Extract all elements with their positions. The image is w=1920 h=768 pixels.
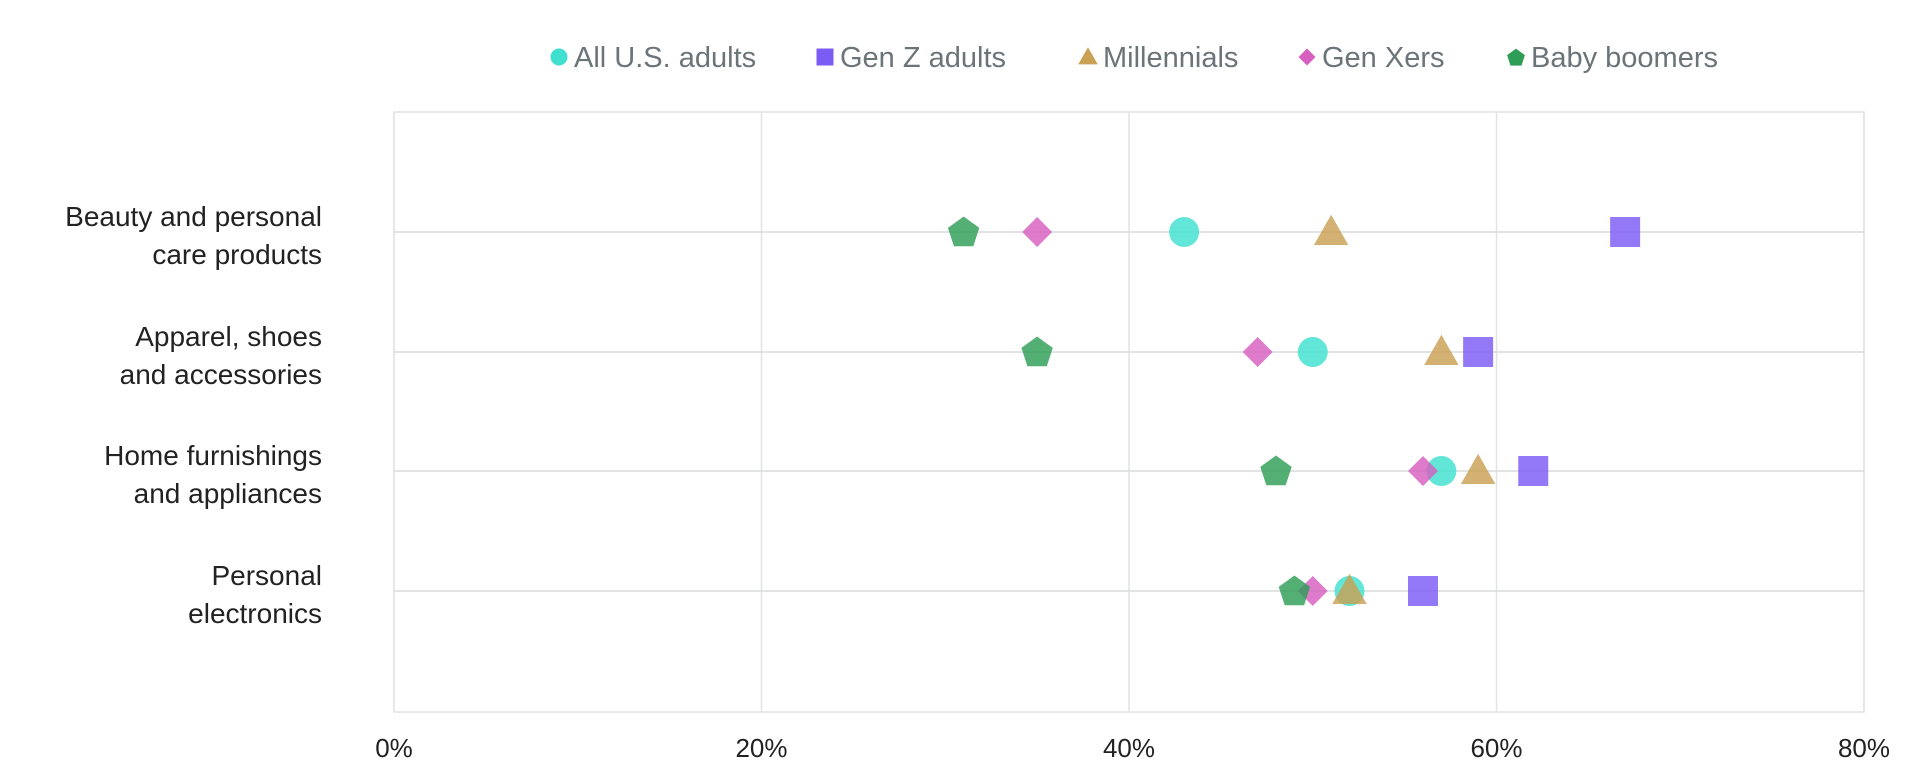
legend-marker xyxy=(816,48,834,66)
series-gen-xers xyxy=(1022,217,1438,606)
legend: All U.S. adults Gen Z adults Millennials Ge… xyxy=(550,42,1718,74)
legend-item: Millennials xyxy=(1078,42,1238,74)
x-tick-label: 60% xyxy=(1470,733,1522,763)
series-all-u-s-adults xyxy=(1169,217,1457,606)
category-label: Home furnishings xyxy=(104,440,322,471)
legend-item: Gen Xers xyxy=(1298,42,1445,74)
legend-marker xyxy=(1507,48,1525,66)
data-point xyxy=(1278,575,1311,606)
data-point xyxy=(1463,337,1494,367)
data-point xyxy=(1424,334,1459,365)
data-point xyxy=(1408,456,1438,486)
legend-item: Baby boomers xyxy=(1507,42,1718,74)
data-point xyxy=(1610,217,1641,247)
data-point xyxy=(1518,456,1549,486)
category-label: and appliances xyxy=(134,478,322,509)
legend-marker xyxy=(550,48,568,66)
grid xyxy=(393,111,1865,713)
legend-marker xyxy=(1298,48,1316,66)
legend-item: Gen Z adults xyxy=(816,42,1006,74)
data-point xyxy=(1021,336,1053,367)
data-point xyxy=(1426,456,1457,486)
data-point xyxy=(1460,453,1496,484)
legend-label: Gen Xers xyxy=(1322,42,1445,74)
category-label: electronics xyxy=(188,598,322,629)
data-point xyxy=(1332,573,1367,604)
category-labels: Beauty and personal care products Apparel,… xyxy=(65,201,322,629)
legend-item: All U.S. adults xyxy=(550,42,756,74)
data-point xyxy=(1022,217,1053,247)
category-label: Personal xyxy=(211,560,322,591)
data-points xyxy=(947,214,1641,606)
data-point xyxy=(1242,337,1273,367)
legend-label: Millennials xyxy=(1103,42,1238,74)
legend-label: Gen Z adults xyxy=(840,42,1006,74)
legend-marker xyxy=(1078,47,1098,65)
legend-label: Baby boomers xyxy=(1531,42,1718,74)
series-millennials xyxy=(1313,214,1496,604)
category-label: care products xyxy=(152,239,322,270)
series-gen-z-adults xyxy=(1408,217,1641,606)
category-label: Beauty and personal xyxy=(65,201,322,232)
category-label: and accessories xyxy=(120,359,322,390)
data-point xyxy=(1297,337,1328,367)
x-axis-tick-labels: 0% 20% 40% 60% 80% xyxy=(375,733,1890,763)
data-point xyxy=(1169,217,1200,247)
legend-label: All U.S. adults xyxy=(574,42,756,74)
x-tick-label: 20% xyxy=(735,733,787,763)
data-point xyxy=(1313,214,1349,245)
data-point xyxy=(1260,455,1292,486)
x-tick-label: 40% xyxy=(1103,733,1155,763)
series-baby-boomers xyxy=(947,216,1311,606)
category-label: Apparel, shoes xyxy=(135,321,322,352)
x-tick-label: 80% xyxy=(1838,733,1890,763)
data-point xyxy=(1408,576,1438,606)
data-point xyxy=(947,216,980,247)
x-tick-label: 0% xyxy=(375,733,413,763)
